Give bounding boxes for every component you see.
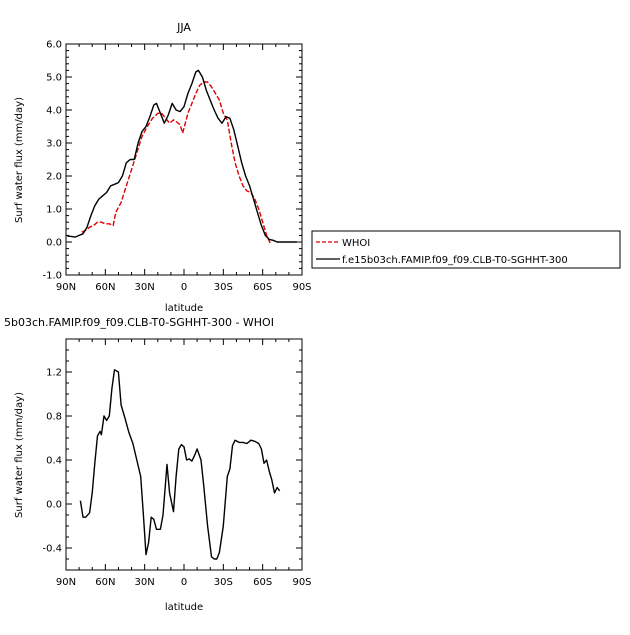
bottom-axis-ticks: 90N 60N 30N 0 30S 60S 90S -0.4 0.0 0.4 0.8 1.2	[42, 338, 312, 588]
legend-label-whoi: WHOI	[342, 238, 370, 249]
legend-box	[311, 230, 621, 269]
bottom-xlabel: latitude	[165, 602, 203, 613]
bottom-panel: 5b03ch.FAMIP.f09_f09.CLB-T0-SGHHT-300 - …	[4, 316, 312, 613]
top-xtick-label: 60S	[253, 282, 272, 293]
top-xtick-label: 30S	[214, 282, 233, 293]
top-xtick-label: 90S	[292, 282, 311, 293]
bottom-xtick-label: 30N	[135, 577, 155, 588]
top-xtick-label: 60N	[95, 282, 115, 293]
bottom-ytick-label: -0.4	[42, 544, 62, 555]
top-panel-title: JJA	[176, 21, 191, 34]
top-xtick-label: 90N	[56, 282, 76, 293]
bottom-ytick-label: 0.0	[46, 500, 62, 511]
top-ytick-label: -1.0	[42, 271, 62, 282]
top-xtick-label: 0	[181, 282, 187, 293]
bottom-ylabel: Surf water flux (mm/day)	[14, 392, 25, 518]
top-plot-frame	[65, 43, 303, 276]
bottom-ytick-label: 0.4	[46, 456, 62, 467]
top-ytick-label: 6.0	[46, 40, 62, 51]
top-ytick-label: 5.0	[46, 73, 62, 84]
bottom-xtick-label: 90S	[292, 577, 311, 588]
top-ytick-label: 1.0	[46, 205, 62, 216]
top-panel: JJA 90N 60N 30N 0 30S 60S 90S -1.0 0.0 1.0 2.0 3.0 4…	[14, 21, 312, 314]
legend-label-model: f.e15b03ch.FAMIP.f09_f09.CLB-T0-SGHHT-30…	[342, 255, 568, 266]
top-xlabel: latitude	[165, 303, 203, 314]
top-ytick-label: 3.0	[46, 139, 62, 150]
top-axis-ticks: 90N 60N 30N 0 30S 60S 90S -1.0 0.0 1.0 2.0 3.0 4.0 5.…	[42, 40, 311, 294]
legend: WHOI f.e15b03ch.FAMIP.f09_f09.CLB-T0-SGH…	[311, 230, 621, 269]
top-series-lines	[67, 69, 297, 244]
bottom-xtick-label: 30S	[214, 577, 233, 588]
top-ytick-label: 4.0	[46, 106, 62, 117]
top-ytick-label: 2.0	[46, 172, 62, 183]
top-ytick-label: 0.0	[46, 238, 62, 249]
top-ylabel: Surf water flux (mm/day)	[14, 97, 25, 223]
bottom-xtick-label: 90N	[56, 577, 76, 588]
bottom-series-line-0	[79, 369, 281, 560]
bottom-plot-frame	[65, 338, 303, 571]
bottom-xtick-label: 0	[181, 577, 187, 588]
top-series-line-1	[67, 69, 297, 243]
top-series-line-0	[81, 81, 272, 244]
bottom-xtick-label: 60N	[95, 577, 115, 588]
bottom-panel-title: 5b03ch.FAMIP.f09_f09.CLB-T0-SGHHT-300 - …	[4, 316, 274, 329]
bottom-series-lines	[79, 369, 281, 560]
bottom-xtick-label: 60S	[253, 577, 272, 588]
bottom-ytick-label: 1.2	[46, 368, 62, 379]
top-xtick-label: 30N	[135, 282, 155, 293]
bottom-ytick-label: 0.8	[46, 412, 62, 423]
